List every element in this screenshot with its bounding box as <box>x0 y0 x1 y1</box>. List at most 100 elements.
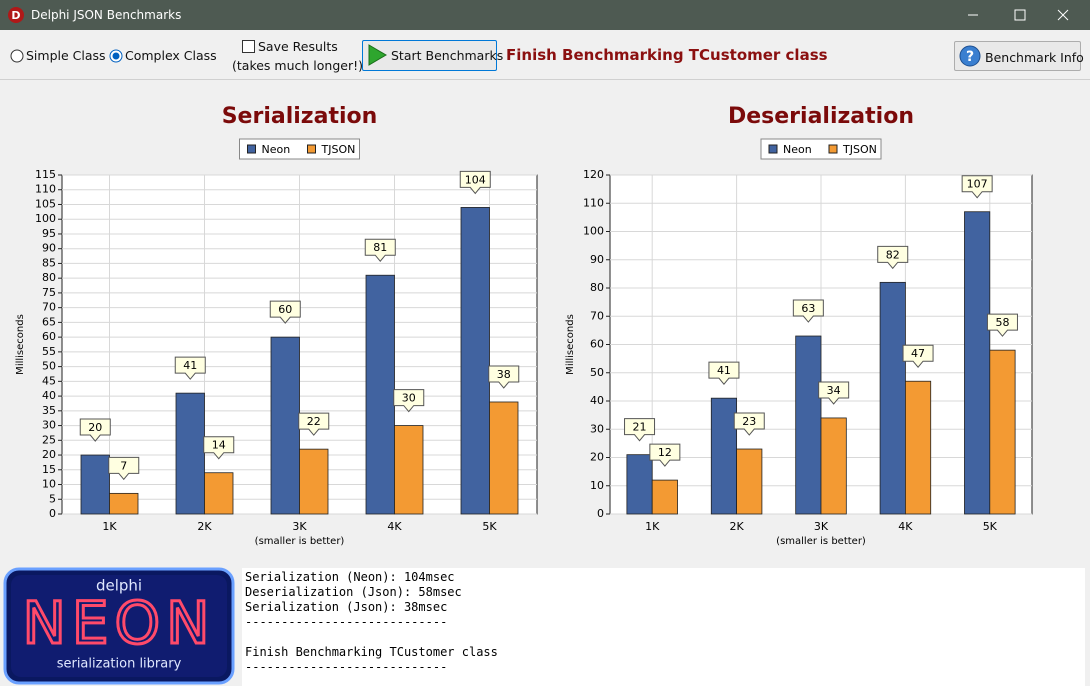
y-tick-label: 70 <box>42 301 56 314</box>
log-line: Finish Benchmarking TCustomer class <box>245 645 498 659</box>
y-tick-label: 40 <box>590 394 604 407</box>
callout <box>393 389 425 413</box>
logo-bottom: serialization library <box>57 657 182 672</box>
title-bar: D Delphi JSON Benchmarks <box>0 0 1090 30</box>
logo: delphi NEON serialization library <box>3 567 235 685</box>
y-tick-label: 95 <box>42 227 56 240</box>
legend-box <box>239 138 360 160</box>
bar <box>989 349 1016 515</box>
radio-complex[interactable] <box>109 49 123 63</box>
data-label: 34 <box>827 384 841 397</box>
bar <box>489 401 519 515</box>
data-label: 82 <box>886 248 900 261</box>
callout <box>649 443 681 467</box>
bar <box>710 397 738 515</box>
bar <box>626 454 653 515</box>
button-label[interactable]: Start Benchmarks <box>391 48 504 63</box>
chart-title: Deserialization <box>728 104 914 129</box>
callout <box>203 436 235 460</box>
y-tick-label: 105 <box>35 197 56 210</box>
y-tick-label: 60 <box>590 338 604 351</box>
y-tick-label: 75 <box>42 286 56 299</box>
bar <box>879 281 906 515</box>
y-tick-label: 120 <box>583 168 604 181</box>
bar <box>80 454 110 515</box>
logo-top: delphi <box>96 577 142 595</box>
log-line: Deserialization (Json): 58msec <box>245 585 462 599</box>
radio-label[interactable]: Complex Class <box>125 48 217 63</box>
y-tick-label: 30 <box>590 422 604 435</box>
radio-simple[interactable] <box>10 49 24 63</box>
start-button[interactable]: Start Benchmarks <box>362 40 503 71</box>
callout <box>364 238 396 263</box>
window-title: Delphi JSON Benchmarks <box>31 8 182 22</box>
y-tick-label: 5 <box>49 492 56 505</box>
legend-label: Neon <box>262 143 291 156</box>
bar <box>394 425 424 515</box>
chart-title: Serialization <box>222 104 378 129</box>
window-controls[interactable] <box>960 0 1090 30</box>
bar <box>299 448 329 515</box>
x-tick-label: 5K <box>983 520 998 533</box>
checkbox-label[interactable]: Save Results <box>258 39 338 54</box>
y-tick-label: 110 <box>583 196 604 209</box>
legend-label: Neon <box>783 143 812 156</box>
radio-label[interactable]: Simple Class <box>26 48 106 63</box>
data-label: 12 <box>658 446 672 459</box>
y-tick-label: 60 <box>42 330 56 343</box>
checkbox[interactable] <box>242 40 255 53</box>
bar <box>365 274 395 515</box>
data-label: 22 <box>307 415 321 428</box>
x-tick-label: 4K <box>387 520 402 533</box>
data-label: 60 <box>278 303 292 316</box>
status-text: Finish Benchmarking TCustomer class <box>506 46 828 64</box>
data-label: 41 <box>183 359 197 372</box>
x-tick-label: 3K <box>292 520 307 533</box>
callout <box>624 418 656 442</box>
data-label: 107 <box>967 178 988 191</box>
y-tick-label: 100 <box>35 212 56 225</box>
data-label: 20 <box>88 421 102 434</box>
y-tick-label: 20 <box>590 451 604 464</box>
bar <box>795 335 822 515</box>
x-tick-label: 4K <box>898 520 913 533</box>
callout <box>298 412 330 436</box>
x-tick-label: 3K <box>814 520 829 533</box>
bar <box>460 207 490 515</box>
data-label: 23 <box>742 415 756 428</box>
play-icon <box>368 44 387 66</box>
data-label: 7 <box>120 459 127 472</box>
y-tick-label: 50 <box>42 360 56 373</box>
y-tick-label: 10 <box>590 479 604 492</box>
bar <box>820 417 847 515</box>
callout <box>708 361 740 385</box>
callout <box>733 412 765 436</box>
log-line: ---------------------------- <box>245 615 448 629</box>
y-tick-label: 10 <box>42 478 56 491</box>
svg-text:?: ? <box>966 49 974 65</box>
callout <box>818 381 850 405</box>
y-tick-label: 15 <box>42 463 56 476</box>
data-label: 58 <box>995 316 1009 329</box>
bar <box>109 492 139 515</box>
data-label: 104 <box>465 173 486 186</box>
bar <box>905 380 932 515</box>
info-button[interactable]: ? Benchmark Info <box>954 41 1084 71</box>
callout <box>459 170 491 195</box>
data-label: 81 <box>373 241 387 254</box>
callout <box>877 245 909 270</box>
y-tick-label: 100 <box>583 225 604 238</box>
svg-text:D: D <box>11 9 20 22</box>
y-tick-label: 80 <box>42 271 56 284</box>
log-line: Serialization (Json): 38msec <box>245 600 448 614</box>
y-tick-label: 110 <box>35 183 56 196</box>
log-line: ---------------------------- <box>245 660 448 674</box>
y-tick-label: 20 <box>42 448 56 461</box>
legend-swatch <box>768 144 778 154</box>
y-tick-label: 65 <box>42 315 56 328</box>
bar <box>736 448 763 515</box>
x-tick-label: 2K <box>197 520 212 533</box>
button-label[interactable]: Benchmark Info <box>985 50 1084 65</box>
help-icon: ? <box>959 45 981 67</box>
